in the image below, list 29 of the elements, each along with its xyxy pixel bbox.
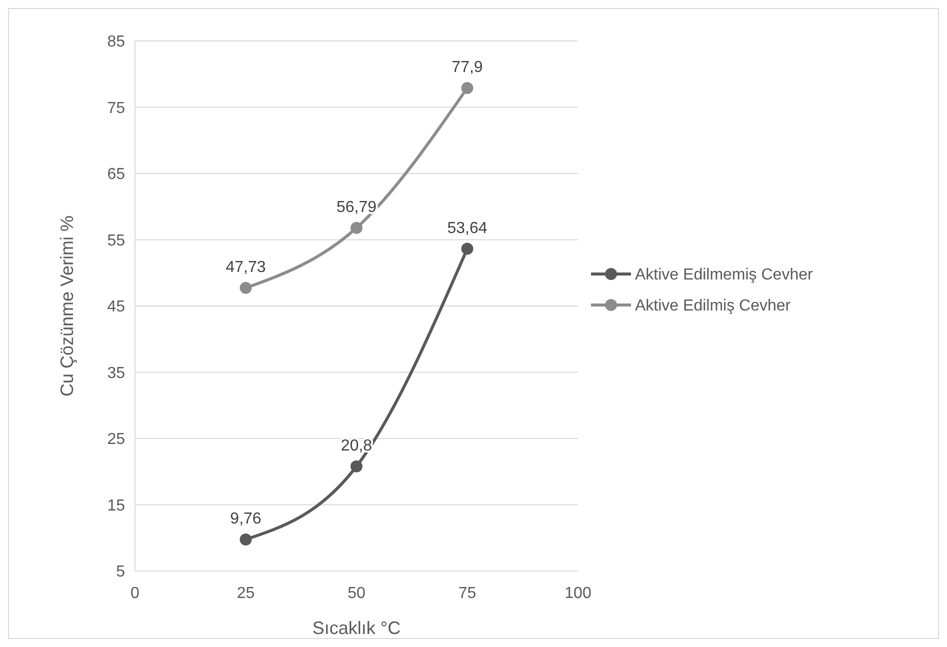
x-tick-label: 50 bbox=[348, 585, 366, 602]
point bbox=[240, 282, 252, 294]
data-label: 9,76 bbox=[230, 510, 262, 528]
x-tick-label: 75 bbox=[458, 585, 476, 602]
data-label: 53,64 bbox=[447, 220, 488, 237]
y-axis-title: Cu Çözünme Verimi % bbox=[57, 215, 77, 397]
point bbox=[461, 82, 474, 94]
y-tick-label: 55 bbox=[107, 232, 126, 250]
legend-label: Aktive Edilmemiş Cevher bbox=[635, 266, 814, 284]
legend-label: Aktive Edilmiş Cevher bbox=[635, 298, 792, 315]
y-tick-label: 35 bbox=[107, 364, 126, 382]
y-tick-label: 5 bbox=[116, 564, 126, 581]
y-tick-label: 65 bbox=[107, 166, 126, 184]
x-tick-label: 25 bbox=[236, 585, 255, 602]
x-tick-label: 0 bbox=[130, 585, 140, 602]
data-label: 77,9 bbox=[452, 59, 483, 76]
y-tick-label: 85 bbox=[107, 34, 126, 51]
y-tick-label: 75 bbox=[107, 100, 126, 117]
point bbox=[350, 460, 362, 472]
x-tick-label: 100 bbox=[564, 585, 592, 602]
y-tick-label: 45 bbox=[107, 298, 126, 316]
x-axis-title: Sıcaklık °C bbox=[312, 618, 401, 638]
point bbox=[461, 242, 474, 255]
point bbox=[240, 533, 252, 546]
data-label: 56,79 bbox=[336, 198, 377, 216]
point bbox=[350, 222, 362, 234]
data-label: 47,73 bbox=[226, 258, 266, 276]
y-tick-label: 15 bbox=[107, 497, 126, 514]
y-tick-label: 25 bbox=[107, 431, 126, 448]
